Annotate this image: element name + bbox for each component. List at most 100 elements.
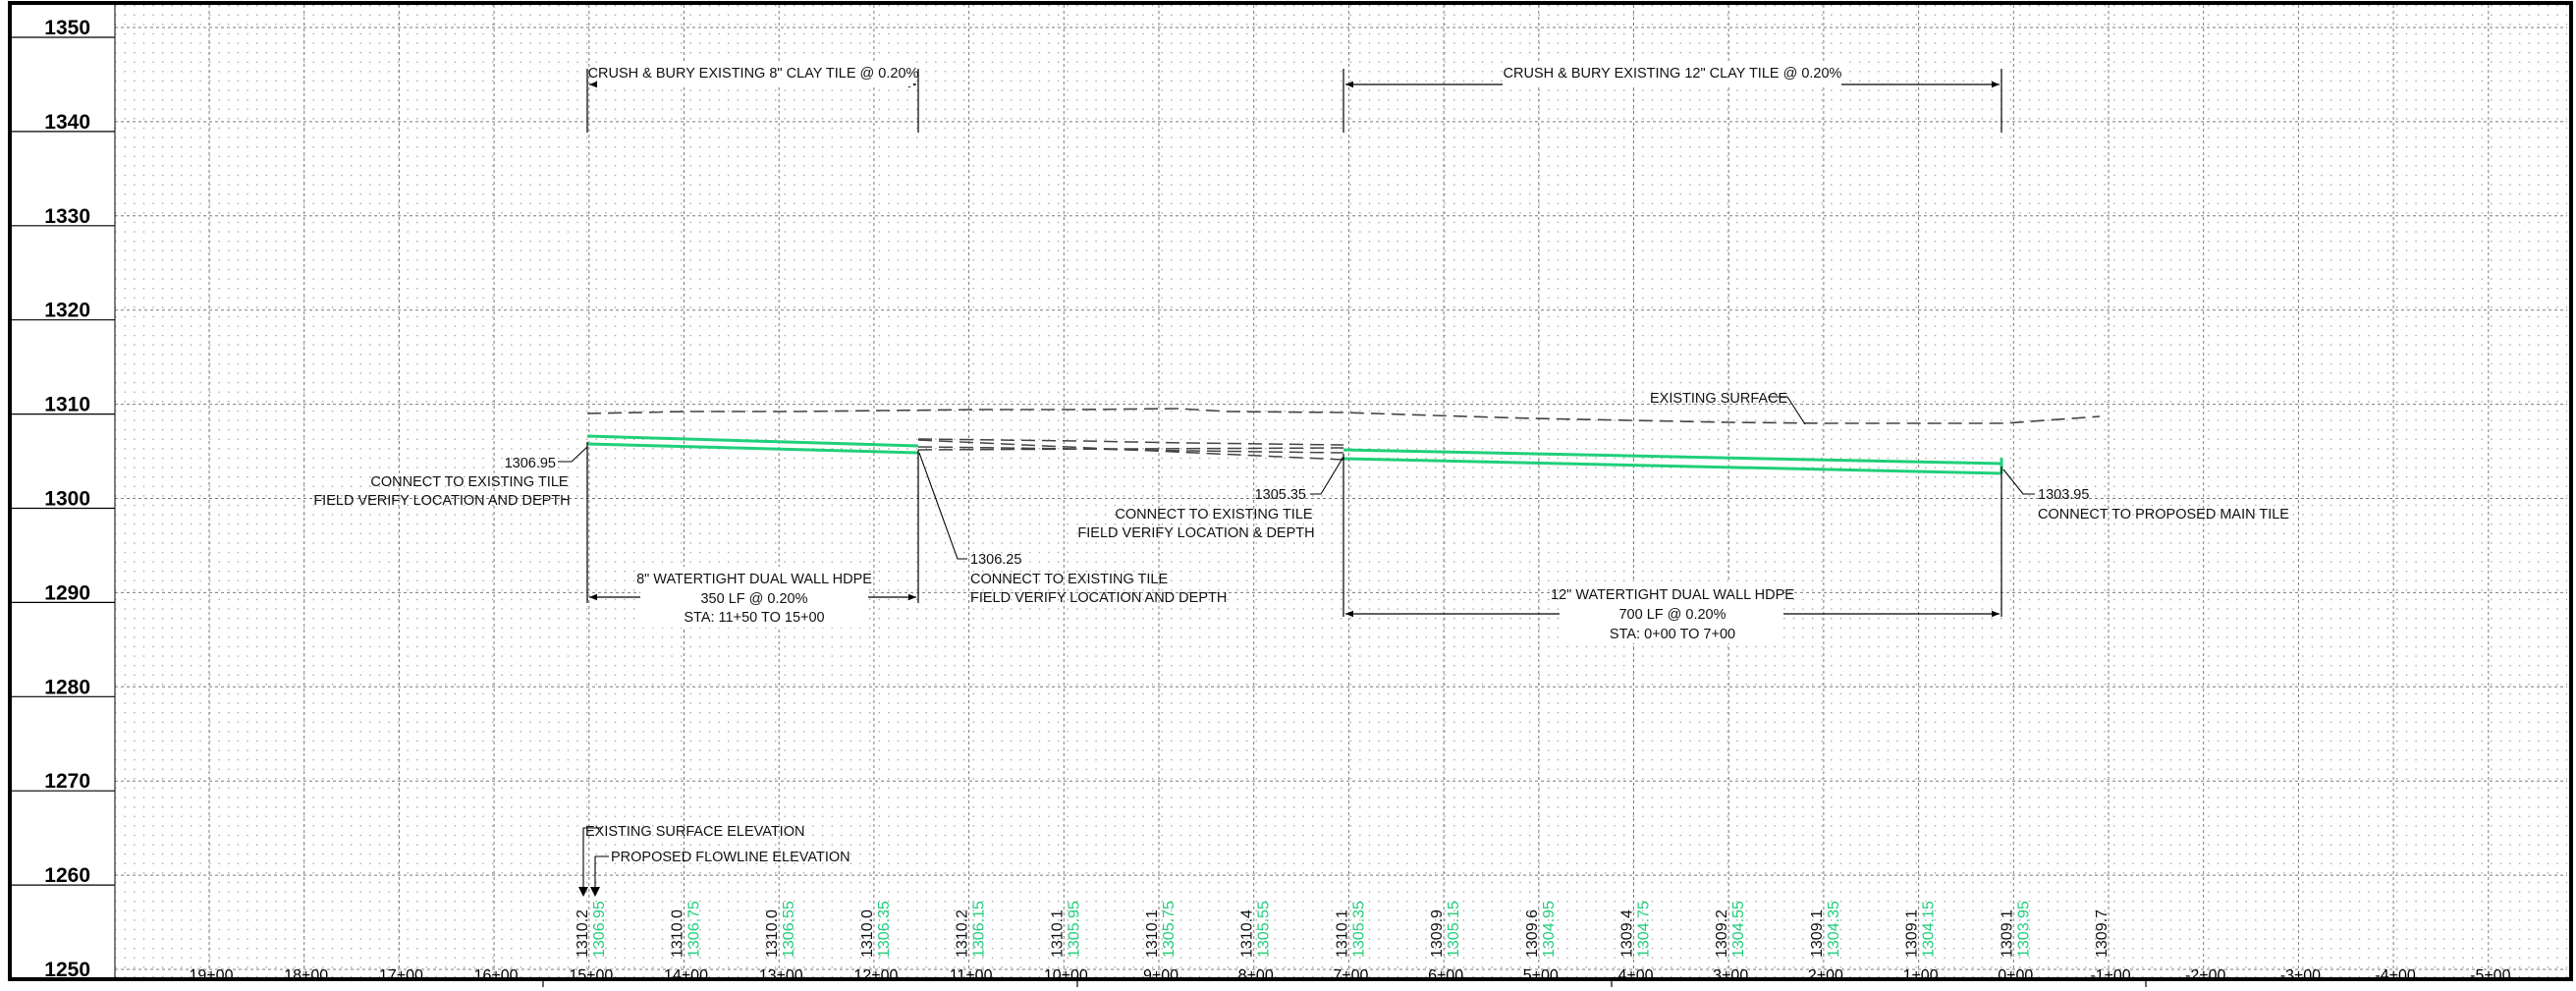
- existing-elevation-value: 1309.9: [1429, 909, 1446, 958]
- station-label: 13+00: [759, 967, 803, 984]
- elevation-label: 1270: [44, 770, 90, 793]
- grid-lines: [115, 5, 2567, 977]
- field-verify-note-1: FIELD VERIFY LOCATION AND DEPTH: [313, 493, 570, 509]
- station-label: 9+00: [1143, 967, 1178, 984]
- station-label: 14+00: [664, 967, 708, 984]
- extent-lines: [586, 69, 2002, 617]
- station-label: 6+00: [1428, 967, 1463, 984]
- proposed-elevation-value: 1305.75: [1161, 901, 1178, 958]
- proposed-elevation-value: 1306.15: [971, 901, 988, 958]
- station-label: 10+00: [1044, 967, 1088, 984]
- proposed-elevation-value: 1306.75: [686, 901, 703, 958]
- crush-8in-label: CRUSH & BURY EXISTING 8" CLAY TILE @ 0.2…: [588, 66, 919, 82]
- station-label: -3+00: [2280, 967, 2321, 984]
- existing-surface-label: EXISTING SURFACE: [1650, 391, 1788, 407]
- station-label: 19+00: [190, 967, 234, 984]
- sheet-border: [8, 1, 2573, 981]
- proposed-elevation-value: 1304.15: [1921, 901, 1938, 958]
- elevation-1306-25: 1306.25: [970, 552, 1021, 568]
- pipe-12in-stations: STA: 0+00 TO 7+00: [1610, 627, 1735, 642]
- proposed-elevation-value: 1306.95: [591, 901, 608, 958]
- pipe-12in-length: 700 LF @ 0.20%: [1618, 607, 1726, 623]
- existing-elevation-value: 1309.4: [1619, 909, 1636, 958]
- station-axis: 19+00 18+00 17+00 16+00 15+00 14+00 13+00 12+00…: [190, 967, 2511, 987]
- existing-elevation-value: 1309.1: [1809, 909, 1826, 958]
- pipe-12in-spec: 12" WATERTIGHT DUAL WALL HDPE: [1551, 587, 1794, 603]
- elevation-1306-95: 1306.95: [505, 456, 556, 471]
- elevation-label: 1350: [44, 17, 90, 39]
- proposed-pipe-8in: [586, 434, 919, 455]
- connect-existing-note-1: CONNECT TO EXISTING TILE: [370, 474, 568, 490]
- elevation-label: 1260: [44, 864, 90, 887]
- station-label: 7+00: [1333, 967, 1368, 984]
- elevation-1305-35: 1305.35: [1255, 487, 1306, 503]
- elevation-label: 1320: [44, 300, 90, 322]
- station-label: 4+00: [1617, 967, 1653, 984]
- existing-elevation-value: 1310.0: [859, 909, 876, 958]
- legend-proposed-elevation: PROPOSED FLOWLINE ELEVATION: [611, 850, 850, 865]
- proposed-elevation-value: 1305.35: [1350, 901, 1367, 958]
- elevation-label: 1310: [44, 394, 90, 416]
- elevation-axis: 1350 1340 1330 1320 1310 1300 1290 1280 1270 1260…: [12, 17, 115, 981]
- existing-elevation-value: 1310.1: [1049, 909, 1066, 958]
- existing-elevation-value: 1310.1: [1144, 909, 1161, 958]
- legend-existing-elevation: EXISTING SURFACE ELEVATION: [585, 824, 804, 840]
- existing-elevation-value: 1310.1: [1334, 909, 1350, 958]
- existing-elevation-value: 1310.0: [764, 909, 781, 958]
- station-label: 16+00: [474, 967, 519, 984]
- station-label: 18+00: [284, 967, 328, 984]
- existing-tile-dashed: [917, 438, 1344, 461]
- leader-lines: [558, 396, 2035, 889]
- elevation-1303-95: 1303.95: [2038, 487, 2089, 503]
- elevation-label: 1330: [44, 205, 90, 228]
- station-label: 15+00: [569, 967, 613, 984]
- proposed-elevation-value: 1305.55: [1256, 901, 1273, 958]
- elevation-label: 1250: [44, 959, 90, 981]
- elevation-label: 1300: [44, 488, 90, 511]
- existing-elevation-value: 1309.6: [1524, 909, 1541, 958]
- station-label: 12+00: [853, 967, 898, 984]
- legend-arrow-heads: [578, 887, 600, 897]
- field-verify-note-2: FIELD VERIFY LOCATION AND DEPTH: [970, 590, 1227, 606]
- station-label: -1+00: [2090, 967, 2130, 984]
- station-label: 0+00: [1998, 967, 2033, 984]
- existing-elevation-value: 1310.0: [670, 909, 686, 958]
- station-label: 3+00: [1713, 967, 1748, 984]
- station-label: -5+00: [2470, 967, 2510, 984]
- existing-elevation-value: 1310.4: [1239, 909, 1256, 958]
- crush-12in-label: CRUSH & BURY EXISTING 12" CLAY TILE @ 0.…: [1504, 66, 1842, 82]
- proposed-elevation-value: 1303.95: [2015, 901, 2032, 958]
- proposed-elevation-value: 1304.35: [1826, 901, 1842, 958]
- proposed-elevation-value: 1306.35: [876, 901, 893, 958]
- station-label: 2+00: [1808, 967, 1843, 984]
- elevation-label: 1340: [44, 111, 90, 134]
- proposed-elevation-value: 1304.75: [1636, 901, 1653, 958]
- station-label: -4+00: [2375, 967, 2415, 984]
- dot-grid: [115, 5, 2567, 977]
- proposed-elevation-value: 1304.55: [1730, 901, 1747, 958]
- connect-existing-note-2: CONNECT TO EXISTING TILE: [970, 572, 1168, 587]
- proposed-elevation-value: 1305.15: [1446, 901, 1462, 958]
- station-label: -2+00: [2185, 967, 2225, 984]
- existing-elevation-value: 1309.1: [1904, 909, 1921, 958]
- elevation-readouts: 1310.2 1310.0 1310.0 1310.0 1310.2 1310.1 1310…: [575, 901, 2110, 958]
- proposed-elevation-value: 1305.95: [1066, 901, 1082, 958]
- existing-elevation-value: 1310.2: [575, 909, 591, 958]
- station-label: 11+00: [950, 967, 993, 984]
- connect-main-note: CONNECT TO PROPOSED MAIN TILE: [2038, 507, 2289, 523]
- proposed-elevation-value: 1306.55: [781, 901, 797, 958]
- station-label: 17+00: [379, 967, 423, 984]
- pipe-8in-spec: 8" WATERTIGHT DUAL WALL HDPE: [636, 572, 872, 587]
- elevation-label: 1280: [44, 676, 90, 698]
- existing-elevation-value: 1310.2: [955, 909, 971, 958]
- pipe-8in-length: 350 LF @ 0.20%: [700, 591, 807, 607]
- station-label: 1+00: [1903, 967, 1939, 984]
- pipe-8in-stations: STA: 11+50 TO 15+00: [684, 610, 824, 626]
- existing-elevation-value: 1309.2: [1714, 909, 1730, 958]
- station-label: 5+00: [1523, 967, 1559, 984]
- existing-elevation-value: 1309.1: [1999, 909, 2015, 958]
- proposed-elevation-value: 1304.95: [1541, 901, 1558, 958]
- station-label: 8+00: [1238, 967, 1274, 984]
- elevation-label: 1290: [44, 581, 90, 604]
- field-verify-note-3: FIELD VERIFY LOCATION & DEPTH: [1077, 525, 1314, 541]
